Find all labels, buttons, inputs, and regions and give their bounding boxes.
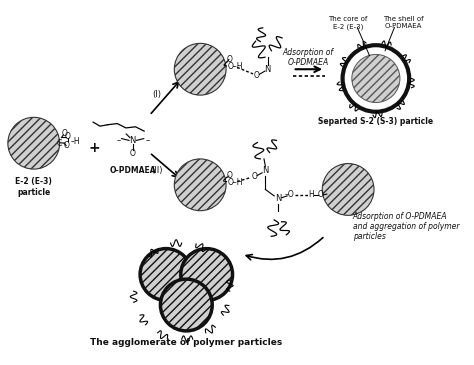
Text: Separted S-2 (S-3) particle: Separted S-2 (S-3) particle — [319, 118, 433, 126]
Text: N: N — [274, 194, 281, 203]
Text: (I): (I) — [152, 90, 161, 99]
Text: The shell of
O-PDMAEA: The shell of O-PDMAEA — [383, 16, 424, 30]
Circle shape — [174, 43, 226, 95]
Text: O: O — [130, 149, 136, 158]
Circle shape — [352, 54, 400, 103]
Text: Adsorption of
O-PDMAEA: Adsorption of O-PDMAEA — [283, 47, 334, 67]
Text: H: H — [308, 191, 314, 200]
Text: E-2 (E-3)
particle: E-2 (E-3) particle — [15, 177, 52, 197]
Text: O: O — [227, 171, 233, 180]
Text: The agglomerate of polymer particles: The agglomerate of polymer particles — [90, 338, 283, 346]
Text: –O: –O — [285, 191, 295, 200]
Text: O-PDMAEA: O-PDMAEA — [109, 166, 156, 176]
Circle shape — [343, 45, 409, 112]
Circle shape — [160, 279, 212, 331]
Text: O: O — [61, 130, 67, 138]
Circle shape — [181, 249, 233, 300]
Text: The core of
E-2 (E-3): The core of E-2 (E-3) — [328, 16, 368, 30]
Circle shape — [140, 249, 192, 300]
Circle shape — [8, 117, 60, 169]
Text: +: + — [88, 141, 100, 155]
Text: N: N — [262, 166, 269, 176]
Text: –H: –H — [71, 137, 81, 146]
Text: C: C — [57, 139, 62, 148]
Text: N: N — [129, 136, 136, 145]
Circle shape — [174, 159, 226, 211]
Text: O–H: O–H — [228, 177, 244, 187]
Text: O–H: O–H — [228, 62, 244, 71]
Text: Adsorption of O-PDMAEA
and aggregation of polymer
particles: Adsorption of O-PDMAEA and aggregation o… — [353, 212, 459, 241]
Text: –: – — [146, 136, 150, 145]
Text: O: O — [65, 132, 71, 141]
Text: O: O — [251, 172, 257, 181]
Text: O: O — [318, 191, 323, 200]
Text: (II): (II) — [151, 166, 163, 176]
Text: O: O — [227, 54, 233, 64]
Circle shape — [322, 164, 374, 215]
Text: N: N — [264, 65, 271, 74]
Text: –: – — [117, 136, 121, 145]
Text: O: O — [254, 71, 260, 80]
Text: O: O — [63, 142, 69, 150]
